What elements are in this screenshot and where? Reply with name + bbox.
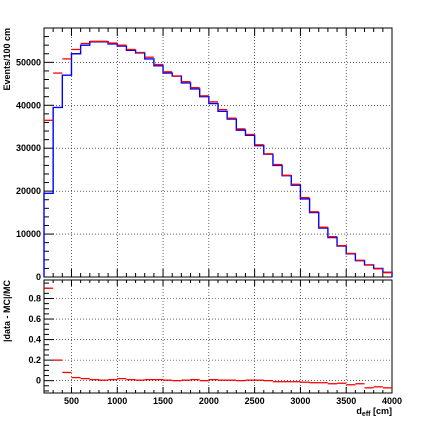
bottom-y-tick-label: 0: [36, 376, 41, 386]
bottom-plot-frame: [43, 279, 393, 394]
bottom-x-tick-label: 4000: [382, 396, 402, 406]
top-y-tick-label: 30000: [16, 143, 41, 153]
top-y-tick-labels: 0 10000 20000 30000 40000 50000: [16, 57, 41, 282]
top-y-axis-title: Events/100 cm: [2, 28, 12, 91]
bottom-x-tick-label: 500: [64, 396, 79, 406]
top-y-tick-label: 50000: [16, 57, 41, 67]
top-panel: 0 10000 20000 30000 40000 50000 Events/100 cm: [2, 27, 393, 282]
x-axis-title: deff [cm]: [356, 406, 392, 418]
bottom-y-tick-labels: 0 0.2 0.4 0.6 0.8: [28, 293, 41, 385]
bottom-y-tick-label: 0.6: [28, 314, 41, 324]
top-plot-frame: [43, 27, 393, 278]
top-y-tick-label: 40000: [16, 100, 41, 110]
top-y-tick-label: 20000: [16, 186, 41, 196]
bottom-panel: 0 0.2 0.4 0.6 0.8 500 1000 1500 2000 2500 3000 350…: [2, 279, 402, 418]
top-grid: [44, 28, 392, 277]
top-y-tick-label: 0: [36, 272, 41, 282]
bottom-y-tick-label: 0.8: [28, 293, 41, 303]
bottom-ratio-points: [44, 287, 392, 389]
bottom-x-tick-labels: 500 1000 1500 2000 2500 3000 3500 4000: [64, 396, 402, 406]
bottom-x-tick-label: 3500: [336, 396, 356, 406]
bottom-x-tick-label: 1500: [153, 396, 173, 406]
bottom-x-tick-label: 2000: [199, 396, 219, 406]
bottom-y-tick-label: 0.4: [28, 335, 41, 345]
top-y-tick-label: 10000: [16, 229, 41, 239]
bottom-x-tick-label: 3000: [290, 396, 310, 406]
bottom-y-axis-title: |data - MC|/MC: [2, 280, 12, 343]
bottom-y-tick-label: 0.2: [28, 355, 41, 365]
bottom-x-tick-label: 2500: [245, 396, 265, 406]
bottom-x-tick-label: 1000: [107, 396, 127, 406]
top-data-points: [44, 40, 392, 274]
bottom-axis-ticks: [43, 280, 393, 393]
